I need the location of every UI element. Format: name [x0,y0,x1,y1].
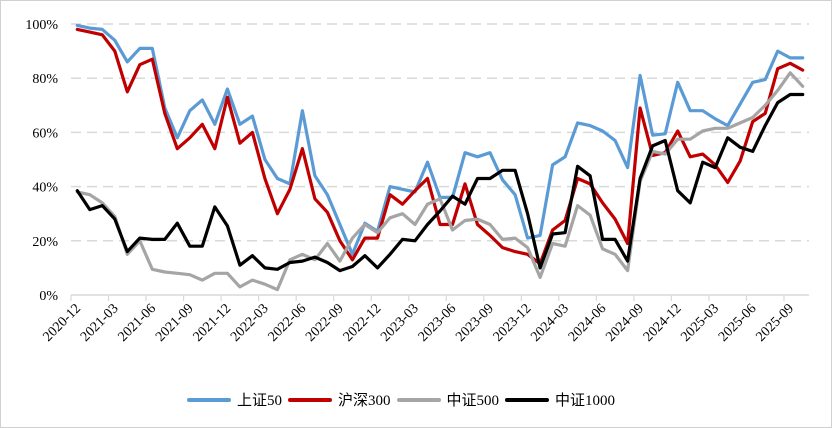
x-tick-label: 2025-06 [716,301,760,345]
line-chart: 0%20%40%60%80%100%2020-122021-032021-062… [25,18,809,345]
x-tick-label: 2024-12 [641,301,685,345]
legend-item: 中证500 [396,389,500,410]
series-line-3 [75,71,805,292]
x-tick-label: 2024-03 [528,301,572,345]
legend: 上证50 沪深300 中证500 中证1000 [187,389,621,410]
x-tick-label: 2021-12 [191,301,235,345]
x-tick-label: 2022-06 [266,301,310,345]
legend-swatch [396,397,441,402]
x-tick-label: 2024-06 [566,301,610,345]
x-tick-label: 2022-03 [228,301,272,345]
x-tick-label: 2024-09 [603,301,647,345]
legend-item: 中证1000 [505,389,615,410]
legend-label: 中证500 [446,393,500,409]
series-line-4 [75,92,805,273]
x-tick-label: 2021-03 [78,301,122,345]
legend-label: 上证50 [237,393,283,409]
y-tick-label: 60% [32,126,58,141]
x-tick-label: 2021-09 [153,301,197,345]
y-tick-label: 20% [32,235,58,250]
x-tick-label: 2022-09 [303,301,347,345]
legend-swatch [288,397,333,402]
x-tick-label: 2022-12 [341,301,385,345]
x-tick-label: 2023-06 [416,301,460,345]
legend-swatch [505,397,550,402]
x-tick-label: 2023-12 [491,301,535,345]
y-tick-label: 40% [32,181,58,196]
legend-label: 沪深300 [338,393,391,409]
legend-label: 中证1000 [555,393,616,409]
legend-item: 上证50 [187,389,282,410]
series-line-2 [75,27,805,266]
x-tick-label: 2020-12 [40,301,84,345]
x-tick-label: 2025-09 [753,301,797,345]
x-tick-label: 2025-03 [678,301,722,345]
x-tick-label: 2023-03 [378,301,422,345]
legend-item: 沪深300 [288,389,391,410]
y-tick-label: 80% [32,72,58,87]
legend-swatch [187,397,231,402]
y-tick-label: 100% [25,18,58,33]
x-tick-label: 2021-06 [116,301,160,345]
y-tick-label: 0% [39,289,58,304]
x-tick-label: 2023-09 [453,301,497,345]
